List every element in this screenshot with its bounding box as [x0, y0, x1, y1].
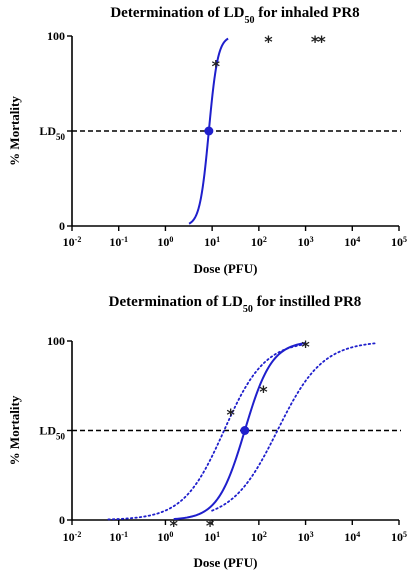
x-tick-label: 101 [204, 530, 220, 545]
fit-curve [173, 341, 306, 521]
y-tick-label: LD50 [39, 124, 65, 142]
chart-title-main: Determination of LD [110, 5, 244, 21]
x-axis-label: Dose (PFU) [194, 555, 258, 570]
data-point-marker: * [227, 405, 236, 424]
data-point-marker: * [264, 32, 273, 51]
x-tick-label: 102 [251, 235, 267, 250]
y-tick-label: 0 [59, 513, 65, 527]
chart-title-tail: for inhaled PR8 [255, 5, 360, 21]
x-axis-label: Dose (PFU) [194, 261, 258, 276]
x-tick-label: 104 [344, 530, 360, 545]
x-tick-label: 102 [251, 530, 267, 545]
x-tick-label: 10-1 [109, 530, 128, 545]
panel-b: Determination of LD50 for instilled PR8 1… [7, 294, 407, 570]
x-tick-label: 103 [298, 530, 314, 545]
x-tick-label: 103 [298, 235, 314, 250]
confidence-curve-2 [211, 342, 376, 512]
y-axis-label: % Mortality [7, 96, 22, 166]
ld50-point [240, 426, 250, 435]
data-point-marker: * [301, 337, 310, 356]
x-tick-label: 105 [391, 235, 407, 250]
x-tick-label: 101 [204, 235, 220, 250]
x-tick-label: 100 [157, 235, 173, 250]
y-axis-label: % Mortality [7, 395, 22, 465]
data-point-marker: * [259, 382, 268, 401]
data-point-marker: * [169, 516, 178, 535]
chart-title-tail: for instilled PR8 [253, 294, 361, 310]
x-tick-label: 10-2 [63, 530, 82, 545]
y-tick-label: 100 [47, 334, 65, 348]
x-tick-label: 10-2 [63, 235, 82, 250]
data-point-marker: * [317, 32, 326, 51]
panel-a: Determination of LD50 for inhaled PR8 10-… [7, 5, 407, 276]
data-point-marker: * [311, 32, 320, 51]
x-tick-label: 105 [391, 530, 407, 545]
data-point-marker: * [206, 516, 215, 535]
x-tick-label: 100 [157, 530, 173, 545]
chart-title: Determination of LD50 for instilled PR8 [109, 294, 362, 315]
chart-title-subscript: 50 [243, 304, 253, 315]
y-tick-label: 100 [47, 29, 65, 43]
chart-title-subscript: 50 [245, 15, 255, 26]
chart-title-main: Determination of LD [109, 294, 243, 310]
x-tick-label: 10-1 [109, 235, 128, 250]
x-tick-label: 104 [344, 235, 360, 250]
data-point-marker: * [212, 57, 221, 76]
ld50-point [204, 126, 214, 136]
y-tick-label: 0 [59, 219, 65, 233]
chart-title: Determination of LD50 for inhaled PR8 [110, 5, 359, 26]
y-tick-label: LD50 [39, 424, 65, 442]
confidence-curve-1 [107, 343, 307, 521]
